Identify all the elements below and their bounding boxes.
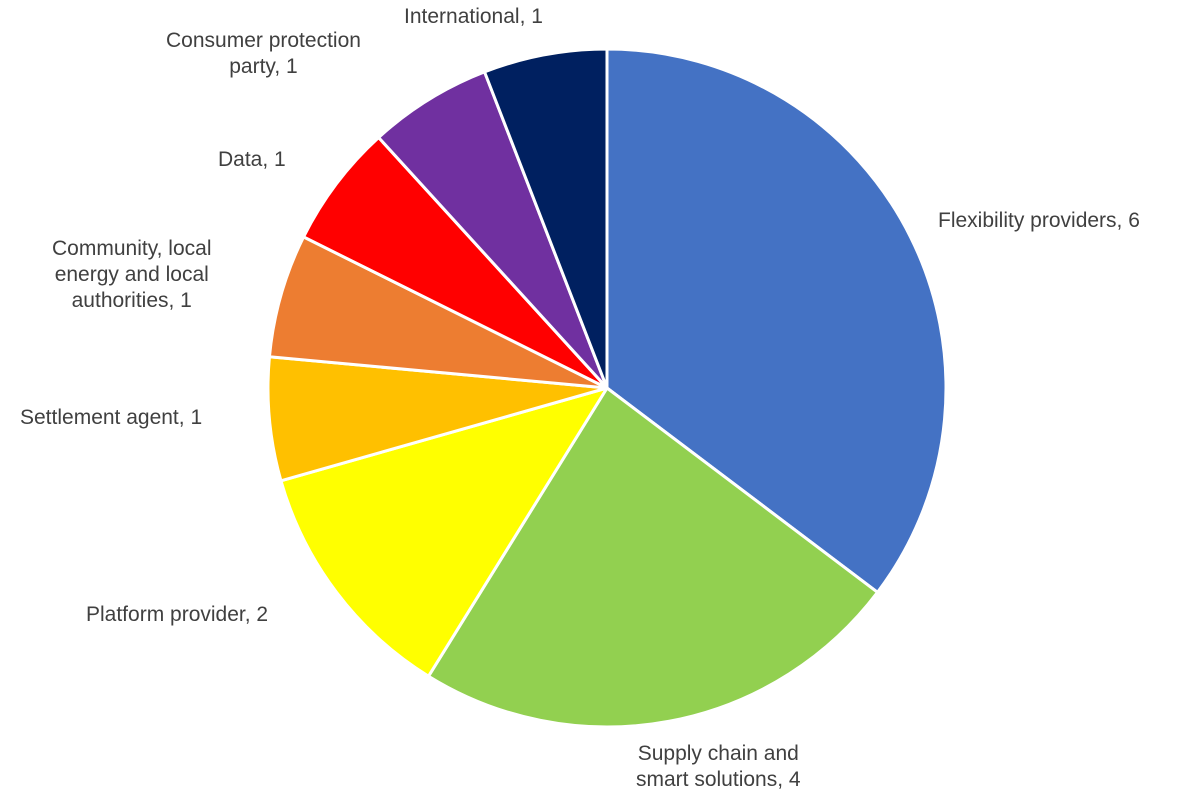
slice-label-line: Supply chain and: [637, 742, 799, 765]
slice-label-line: energy and local: [54, 263, 209, 286]
slice-label-line: Platform provider, 2: [86, 603, 269, 626]
slice-label-line: party, 1: [229, 55, 298, 78]
slice-label-flexibility-providers: Flexibility providers, 6: [938, 208, 1140, 234]
slice-label-line: Community, local: [52, 237, 212, 260]
slice-label-international: International, 1: [404, 4, 543, 30]
slice-label-platform-provider: Platform provider, 2: [86, 602, 268, 628]
pie-slice-platform-provider: [279, 386, 609, 678]
slice-label-settlement-agent: Settlement agent, 1: [20, 405, 202, 431]
slice-label-community: Community, local energy and local author…: [52, 236, 212, 314]
pie-slice-consumer-protection-party: [377, 70, 609, 390]
pie-slice-community-local-energy-and-local-authorities: [267, 235, 609, 390]
pie-slice-supply-chain-and-smart-solutions: [427, 386, 880, 729]
slice-label-line: authorities, 1: [71, 289, 192, 312]
pie-slice-flexibility-providers: [605, 47, 948, 594]
pie-slice-data: [302, 135, 609, 390]
slice-label-line: Data, 1: [218, 148, 286, 171]
slice-label-line: Consumer protection: [166, 29, 361, 52]
slice-label-line: Flexibility providers, 6: [938, 209, 1140, 232]
slice-label-line: International, 1: [404, 5, 543, 28]
pie-slice-international: [483, 47, 609, 390]
slice-label-line: Settlement agent, 1: [20, 406, 203, 429]
slice-label-consumer-protection: Consumer protection party, 1: [166, 28, 361, 80]
slice-label-data: Data, 1: [218, 147, 286, 173]
slice-label-line: smart solutions, 4: [636, 768, 801, 791]
pie-slice-settlement-agent: [266, 355, 609, 483]
slice-label-supply-chain: Supply chain and smart solutions, 4: [636, 741, 801, 793]
